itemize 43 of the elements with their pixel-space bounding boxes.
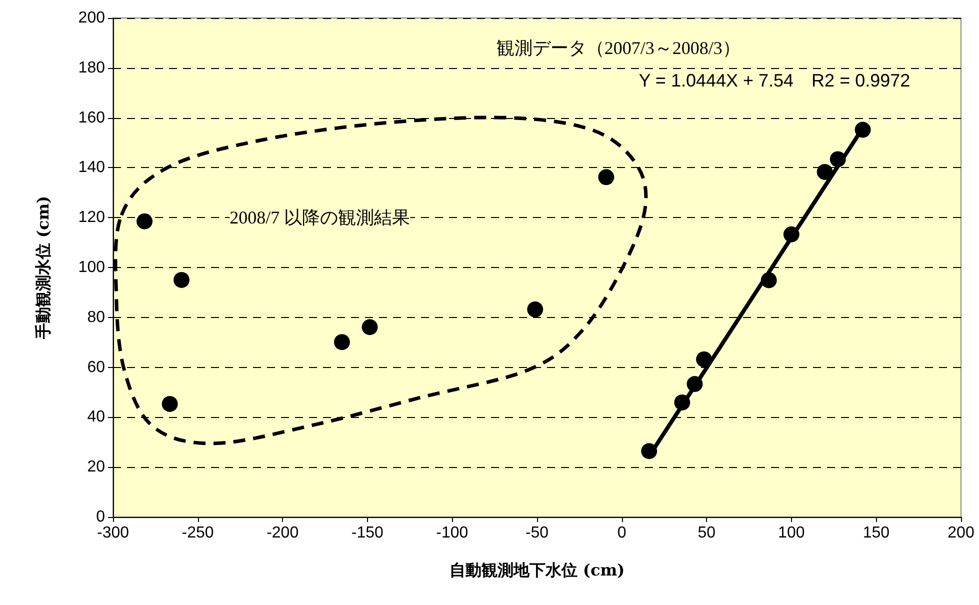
x-tick-label: 50 [698,524,716,542]
x-tick-label: 150 [862,524,890,542]
x-tick-label: 100 [778,524,805,542]
y-tick-label: 20 [87,458,106,476]
point [598,169,614,186]
y-tick-label: 200 [78,10,106,26]
y-tick-label: 160 [78,109,106,126]
y-tick-label: 80 [87,308,106,326]
annotation: Y = 1.0444X + 7.54 R2 = 0.9972 [638,70,910,90]
x-tick-label: -200 [266,524,299,542]
point [362,319,378,336]
y-tick-label: 0 [96,508,106,526]
point [527,301,544,318]
point [334,334,350,350]
x-tick-label: -250 [182,524,214,542]
point [174,272,190,288]
point [783,226,800,242]
point [641,443,658,460]
point [136,213,153,230]
point [162,396,178,412]
y-axis-title: 手動観測水位 (cm) [34,196,52,340]
x-tick-label: -150 [351,524,384,542]
y-tick-label: 120 [78,209,106,226]
y-tick-label: 180 [78,59,106,76]
x-axis-title: 自動観測地下水位 (cm) [449,560,625,580]
x-tick-label: 0 [617,524,626,542]
x-tick-label: -300 [96,524,130,542]
point [674,394,690,410]
point [830,151,846,168]
y-tick-label: 100 [78,259,106,276]
y-tick-label: 140 [78,159,106,176]
point [760,272,777,288]
y-tick-label: 60 [87,358,106,376]
annotation: 2008/7 以降の観測結果 [230,208,410,228]
x-tick-label: -100 [436,524,468,542]
point [816,164,833,180]
point [686,376,703,392]
x-tick-label: 200 [948,524,974,542]
y-tick-label: 40 [87,408,106,426]
x-tick-label: -50 [525,524,549,542]
point [696,351,712,368]
annotation: 観測データ（2007/3～2008/3） [496,38,740,58]
point [854,122,871,138]
